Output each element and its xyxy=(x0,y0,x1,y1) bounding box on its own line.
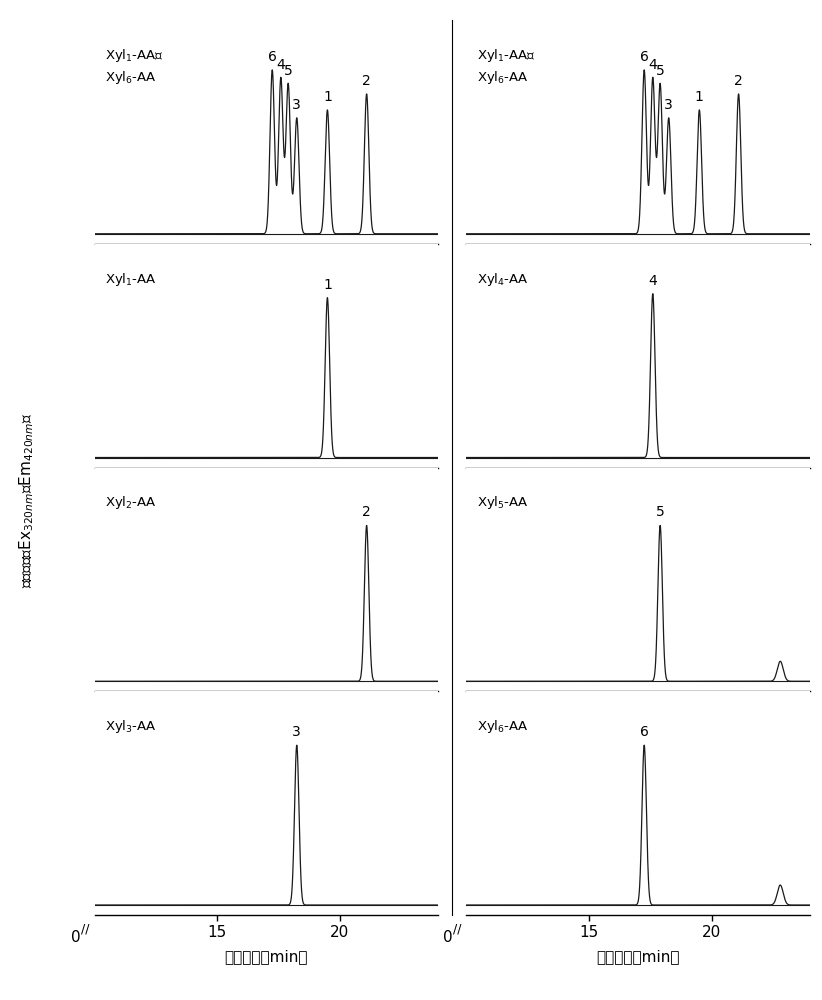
Text: 1: 1 xyxy=(323,278,332,292)
Text: 1: 1 xyxy=(695,90,704,104)
Text: Xyl$_{3}$-AA: Xyl$_{3}$-AA xyxy=(105,718,157,735)
Text: Xyl$_{5}$-AA: Xyl$_{5}$-AA xyxy=(477,494,529,511)
Text: 荧光强度（Ex$_{320nm}$，Em$_{420nm}$）: 荧光强度（Ex$_{320nm}$，Em$_{420nm}$） xyxy=(17,412,35,588)
Text: 3: 3 xyxy=(664,98,673,112)
X-axis label: 洗脱时间（min）: 洗脱时间（min） xyxy=(596,949,680,964)
Text: 4: 4 xyxy=(649,58,657,72)
Text: 2: 2 xyxy=(734,74,743,88)
Text: 6: 6 xyxy=(640,50,649,64)
Text: Xyl$_{6}$-AA: Xyl$_{6}$-AA xyxy=(477,718,529,735)
Text: 6: 6 xyxy=(640,725,649,739)
Text: Xyl$_{2}$-AA: Xyl$_{2}$-AA xyxy=(105,494,157,511)
Text: 5: 5 xyxy=(656,505,664,519)
Text: 4: 4 xyxy=(649,274,657,288)
Text: 5: 5 xyxy=(284,64,293,78)
Text: Xyl$_{1}$-AA～
Xyl$_{6}$-AA: Xyl$_{1}$-AA～ Xyl$_{6}$-AA xyxy=(477,47,536,86)
Text: //: // xyxy=(81,923,89,936)
Text: 2: 2 xyxy=(363,505,371,519)
Text: Xyl$_{1}$-AA～
Xyl$_{6}$-AA: Xyl$_{1}$-AA～ Xyl$_{6}$-AA xyxy=(105,47,164,86)
Text: 2: 2 xyxy=(363,74,371,88)
Text: 4: 4 xyxy=(276,58,285,72)
X-axis label: 洗脱时间（min）: 洗脱时间（min） xyxy=(224,949,308,964)
Text: 3: 3 xyxy=(293,725,301,739)
Text: 0: 0 xyxy=(443,930,452,945)
Text: 1: 1 xyxy=(323,90,332,104)
Text: 0: 0 xyxy=(71,930,81,945)
Text: Xyl$_{1}$-AA: Xyl$_{1}$-AA xyxy=(105,271,157,288)
Text: Xyl$_{4}$-AA: Xyl$_{4}$-AA xyxy=(477,271,529,288)
Text: 5: 5 xyxy=(656,64,664,78)
Text: 3: 3 xyxy=(293,98,301,112)
Text: //: // xyxy=(453,923,461,936)
Text: 6: 6 xyxy=(268,50,277,64)
